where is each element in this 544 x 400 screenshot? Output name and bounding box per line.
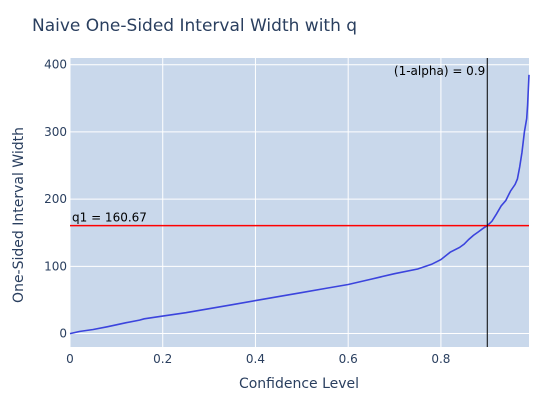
y-tick-label: 100 <box>44 259 67 273</box>
q1-label: q1 = 160.67 <box>72 211 147 225</box>
y-tick-label: 300 <box>44 125 67 139</box>
y-axis-label: One-Sided Interval Width <box>11 127 27 303</box>
y-tick-label: 200 <box>44 192 67 206</box>
x-tick-label: 0.2 <box>153 352 172 366</box>
x-axis-ticks: 0 0.2 0.4 0.6 0.8 <box>66 352 450 366</box>
plot-area <box>70 58 529 347</box>
x-tick-label: 0.4 <box>246 352 265 366</box>
alpha-label: (1-alpha) = 0.9 <box>394 64 485 78</box>
x-tick-label: 0.8 <box>431 352 450 366</box>
x-axis-label: Confidence Level <box>239 376 359 392</box>
x-tick-label: 0.6 <box>339 352 358 366</box>
x-tick-label: 0 <box>66 352 74 366</box>
y-tick-label: 400 <box>44 58 67 72</box>
grid-lines <box>69 58 529 347</box>
y-axis-ticks: 0 100 200 300 400 <box>44 58 67 341</box>
series-line <box>69 74 530 335</box>
y-tick-label: 0 <box>59 327 67 341</box>
chart-title: Naive One-Sided Interval Width with q <box>32 16 357 36</box>
